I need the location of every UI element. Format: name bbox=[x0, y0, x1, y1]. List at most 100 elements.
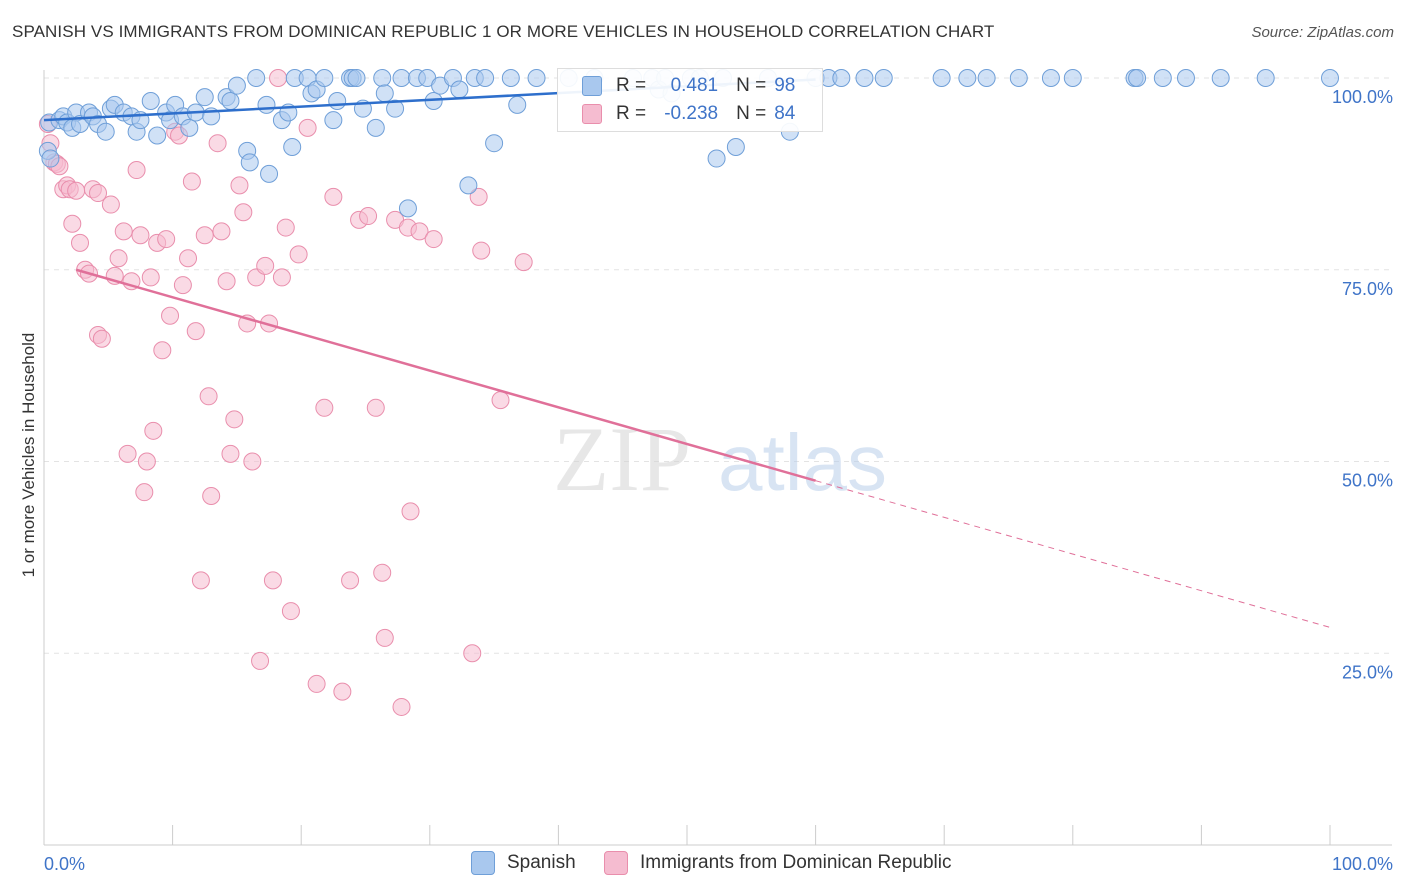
dominican-point bbox=[463, 644, 482, 663]
spanish-point bbox=[328, 92, 347, 111]
dominican-point bbox=[92, 329, 111, 348]
trend-lines bbox=[43, 78, 1331, 628]
spanish-point bbox=[958, 69, 977, 87]
spanish-point bbox=[398, 199, 417, 218]
spanish-point bbox=[324, 111, 343, 130]
spanish-point bbox=[450, 80, 469, 99]
spanish-point bbox=[41, 149, 60, 168]
dominican-point bbox=[491, 391, 510, 410]
dominican-point bbox=[173, 276, 192, 295]
legend-n-value-dominican: 84 bbox=[774, 103, 796, 124]
y-tick-label: 50.0% bbox=[1342, 471, 1393, 491]
dominican-point bbox=[401, 502, 420, 521]
spanish-points bbox=[38, 69, 1339, 218]
dominican-point bbox=[89, 184, 108, 203]
dominican-point bbox=[153, 341, 172, 360]
source-label: Source: ZipAtlas.com bbox=[1251, 24, 1394, 41]
dominican-point bbox=[208, 134, 227, 153]
dominican-trend-line bbox=[75, 268, 816, 482]
dominican-point bbox=[472, 241, 491, 260]
dominican-point bbox=[118, 444, 137, 463]
dominican-point bbox=[71, 233, 90, 252]
spanish-point bbox=[1128, 69, 1147, 87]
stats-legend: R = 0.481 N = 98 R = -0.238 N = 84 bbox=[557, 68, 823, 132]
spanish-point bbox=[1009, 69, 1028, 87]
spanish-point bbox=[1321, 69, 1339, 87]
legend-item-dominican[interactable]: Immigrants from Dominican Republic bbox=[604, 851, 952, 875]
spanish-point bbox=[373, 69, 392, 87]
legend-row-spanish: R = 0.481 N = 98 bbox=[582, 73, 795, 99]
dominican-point bbox=[161, 306, 180, 325]
legend-swatch-dominican bbox=[604, 851, 628, 875]
spanish-point bbox=[527, 69, 546, 87]
dominican-point bbox=[276, 218, 295, 237]
dominican-point bbox=[191, 571, 210, 590]
dominican-point bbox=[114, 222, 133, 241]
spanish-point bbox=[257, 95, 276, 114]
dominican-point bbox=[179, 249, 198, 268]
legend-r-label: R = bbox=[616, 75, 647, 96]
spanish-point bbox=[221, 92, 240, 111]
spanish-point bbox=[347, 69, 366, 87]
dominican-point bbox=[141, 268, 160, 287]
dominican-point bbox=[127, 161, 146, 180]
legend-item-spanish[interactable]: Spanish bbox=[471, 851, 576, 875]
dominican-point bbox=[251, 651, 270, 670]
dominican-point bbox=[186, 322, 205, 341]
dominican-point bbox=[157, 230, 176, 249]
dominican-point bbox=[195, 226, 214, 245]
spanish-point bbox=[240, 153, 259, 172]
spanish-point bbox=[315, 69, 334, 87]
spanish-point bbox=[1176, 69, 1195, 87]
spanish-point bbox=[874, 69, 893, 87]
dominican-point bbox=[269, 69, 288, 87]
spanish-point bbox=[508, 95, 527, 114]
legend-label-dominican: Immigrants from Dominican Republic bbox=[640, 852, 952, 873]
y-tick-label: 100.0% bbox=[1332, 87, 1393, 107]
spanish-point bbox=[247, 69, 266, 87]
dominican-point bbox=[514, 253, 533, 272]
legend-swatch-dominican bbox=[582, 104, 602, 124]
dominican-point bbox=[333, 682, 352, 701]
y-tick-label: 25.0% bbox=[1342, 662, 1393, 682]
dominican-point bbox=[373, 563, 392, 582]
dominican-point bbox=[221, 444, 240, 463]
dominican-trend-extension bbox=[815, 480, 1331, 628]
spanish-point bbox=[476, 69, 495, 87]
x-tick-label: 100.0% bbox=[1332, 854, 1393, 874]
spanish-point bbox=[180, 118, 199, 137]
spanish-point bbox=[707, 149, 726, 168]
spanish-point bbox=[366, 118, 385, 137]
legend-n-value-spanish: 98 bbox=[774, 75, 796, 96]
dominican-point bbox=[202, 487, 221, 506]
dominican-point bbox=[281, 602, 300, 621]
dominican-point bbox=[263, 571, 282, 590]
dominican-point bbox=[341, 571, 360, 590]
spanish-point bbox=[1256, 69, 1275, 87]
legend-r-value-spanish: 0.481 bbox=[670, 75, 719, 96]
spanish-point bbox=[855, 69, 874, 87]
chart-title: SPANISH VS IMMIGRANTS FROM DOMINICAN REP… bbox=[12, 22, 995, 41]
dominican-point bbox=[182, 172, 201, 191]
dominican-point bbox=[230, 176, 249, 195]
spanish-point bbox=[195, 88, 214, 107]
spanish-point bbox=[375, 84, 394, 103]
dominican-point bbox=[272, 268, 291, 287]
dominican-point bbox=[63, 214, 82, 233]
dominican-point bbox=[101, 195, 120, 214]
y-axis-label: 1 or more Vehicles in Household bbox=[19, 333, 38, 578]
spanish-point bbox=[141, 92, 160, 111]
dominican-point bbox=[217, 272, 236, 291]
legend-label-spanish: Spanish bbox=[507, 852, 576, 873]
dominican-point bbox=[225, 410, 244, 429]
axes-layer bbox=[43, 70, 1392, 846]
spanish-point bbox=[1153, 69, 1172, 87]
spanish-point bbox=[283, 138, 302, 157]
spanish-point bbox=[148, 126, 167, 145]
dominican-point bbox=[67, 181, 86, 200]
dominican-point bbox=[289, 245, 308, 264]
tick-labels: 25.0% 50.0% 75.0% 100.0% 0.0% 100.0% bbox=[44, 87, 1393, 874]
legend-r-value-dominican: -0.238 bbox=[664, 103, 719, 124]
dominican-point bbox=[410, 222, 429, 241]
